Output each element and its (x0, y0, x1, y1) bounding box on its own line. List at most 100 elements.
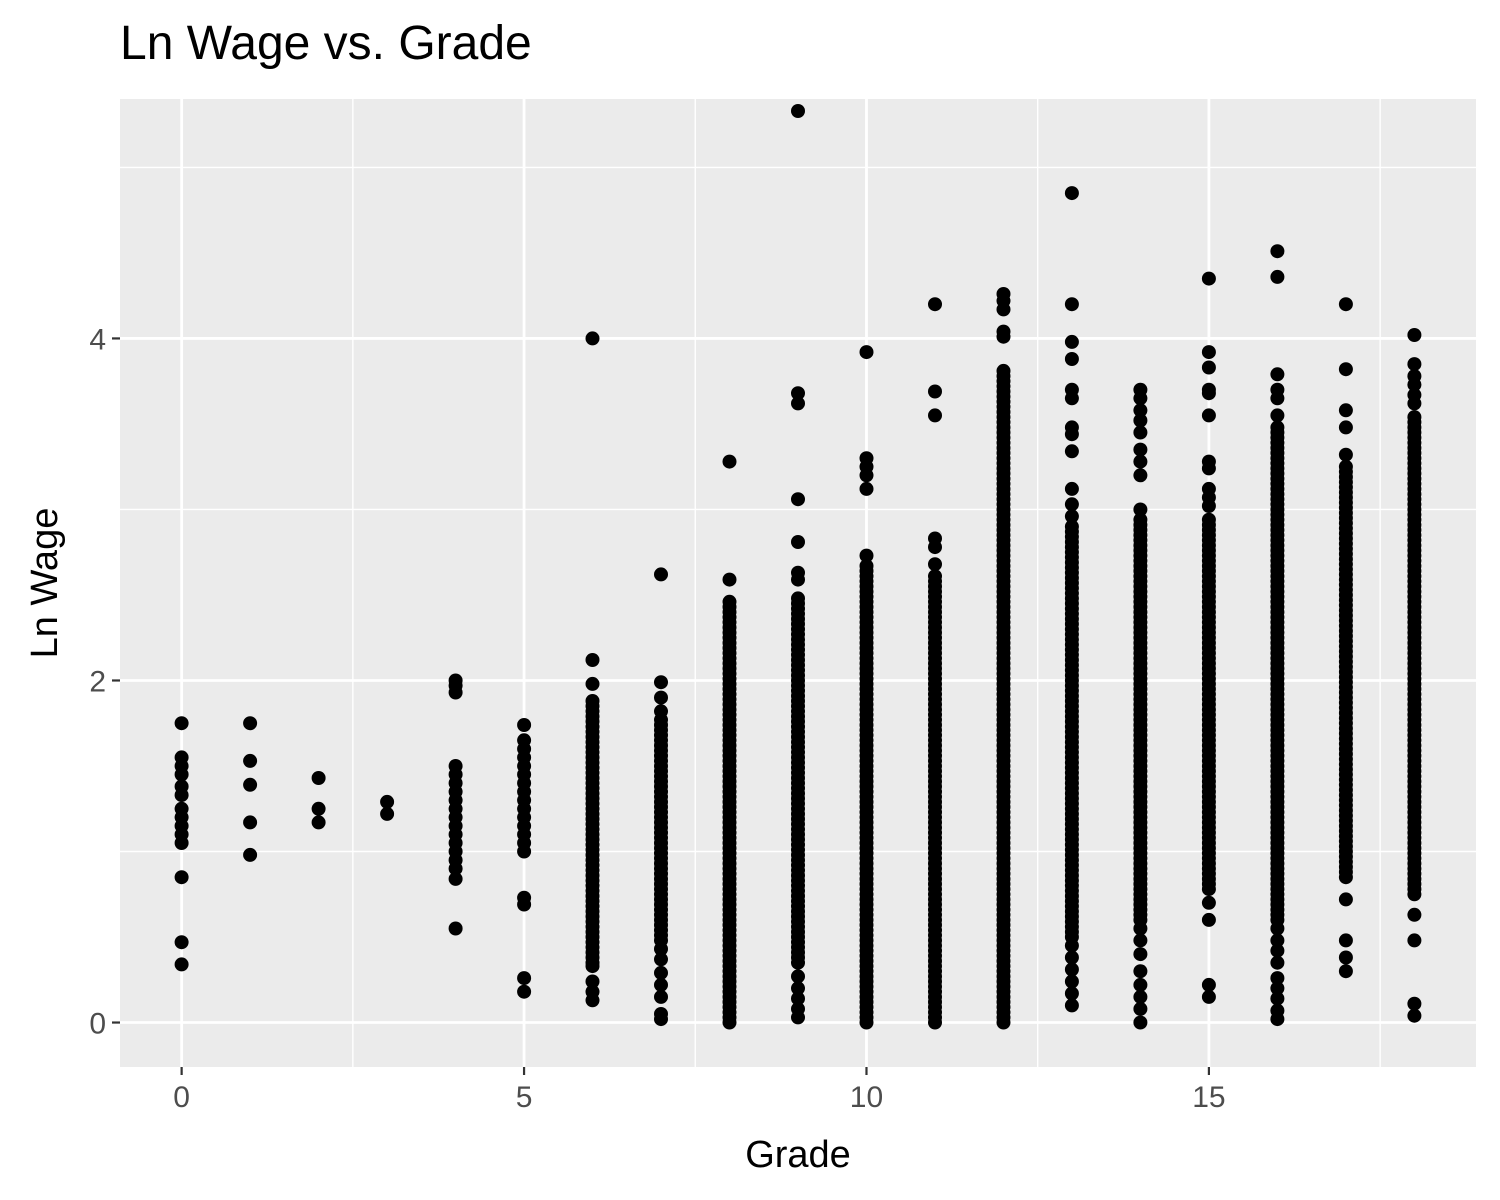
data-point (311, 815, 326, 830)
data-point (928, 540, 942, 555)
data-point (1407, 396, 1422, 411)
x-tick-label: 15 (1192, 1081, 1225, 1114)
data-point (517, 844, 532, 859)
data-point (1338, 950, 1353, 965)
data-point (1201, 408, 1216, 423)
data-point (380, 794, 395, 809)
data-point (859, 345, 874, 360)
data-point (311, 801, 326, 816)
data-point (1201, 512, 1216, 527)
data-point (859, 481, 874, 496)
data-point (1407, 1008, 1422, 1023)
data-point (1270, 367, 1285, 382)
data-point (996, 302, 1011, 317)
data-point (1407, 328, 1422, 342)
data-point (1133, 502, 1148, 517)
data-point (1201, 271, 1216, 286)
data-point (791, 535, 805, 549)
data-point (1338, 892, 1353, 907)
data-point (1064, 186, 1079, 201)
data-point (722, 454, 737, 469)
data-point (174, 767, 189, 782)
data-point (1407, 933, 1422, 948)
data-point (517, 971, 532, 986)
data-point (1133, 977, 1148, 992)
data-point (1407, 410, 1422, 425)
data-point (791, 396, 805, 411)
x-axis: 0 5 10 15 (173, 1067, 1226, 1114)
data-point (243, 815, 258, 830)
data-point (791, 991, 805, 1006)
data-point (1064, 334, 1079, 349)
data-point (1338, 420, 1353, 435)
data-point (1064, 444, 1079, 459)
data-point (1064, 950, 1079, 965)
data-point (928, 557, 942, 572)
data-point (1338, 447, 1353, 462)
data-point (1201, 360, 1216, 375)
data-point (517, 984, 532, 999)
data-point (1270, 269, 1285, 284)
data-point (1201, 977, 1216, 992)
data-point (1270, 921, 1285, 936)
data-point (1064, 297, 1079, 312)
data-point (174, 870, 189, 885)
data-point (1064, 391, 1079, 406)
data-point (1133, 1001, 1148, 1016)
data-point (1064, 974, 1079, 989)
data-point (1201, 895, 1216, 910)
data-point (448, 685, 463, 700)
data-point (791, 386, 805, 401)
data-point (928, 384, 942, 399)
data-point (1338, 297, 1353, 312)
data-point (791, 1010, 805, 1025)
data-point (791, 104, 805, 118)
y-tick-label: 2 (89, 665, 106, 698)
data-point (174, 935, 189, 950)
data-point (654, 942, 668, 956)
data-point (1133, 933, 1148, 948)
data-point (448, 921, 463, 936)
x-tick-label: 5 (516, 1081, 533, 1114)
data-point (1201, 461, 1216, 476)
data-point (1064, 427, 1079, 442)
data-point (722, 594, 737, 609)
data-point (1133, 512, 1148, 527)
data-point (243, 777, 258, 792)
data-point (1338, 362, 1353, 377)
data-point (517, 897, 532, 912)
data-point (448, 861, 463, 876)
data-point (791, 981, 805, 996)
data-point (1270, 933, 1285, 948)
data-point (585, 331, 600, 346)
data-point (1064, 519, 1079, 534)
data-point (859, 558, 874, 573)
data-point (1201, 345, 1216, 360)
data-point (928, 408, 942, 423)
data-point (1133, 468, 1148, 483)
y-tick-label: 0 (89, 1008, 106, 1041)
data-point (1270, 420, 1285, 435)
data-point (585, 883, 600, 898)
data-point (380, 806, 395, 821)
data-point (1064, 986, 1079, 1001)
data-point (1064, 497, 1079, 512)
data-point (585, 959, 600, 974)
data-point (859, 468, 874, 483)
chart-title: Ln Wage vs. Grade (120, 17, 532, 70)
data-point (1407, 377, 1422, 392)
data-point (1270, 943, 1285, 958)
data-point (791, 572, 805, 587)
data-point (1064, 509, 1079, 524)
data-point (243, 753, 258, 768)
x-tick-label: 10 (850, 1081, 883, 1114)
data-point (928, 297, 942, 312)
data-point (1064, 938, 1079, 953)
data-point (1201, 912, 1216, 927)
data-point (1407, 996, 1422, 1011)
data-point (174, 788, 189, 803)
data-point (654, 567, 668, 582)
data-point (996, 363, 1011, 378)
data-point (791, 492, 805, 507)
